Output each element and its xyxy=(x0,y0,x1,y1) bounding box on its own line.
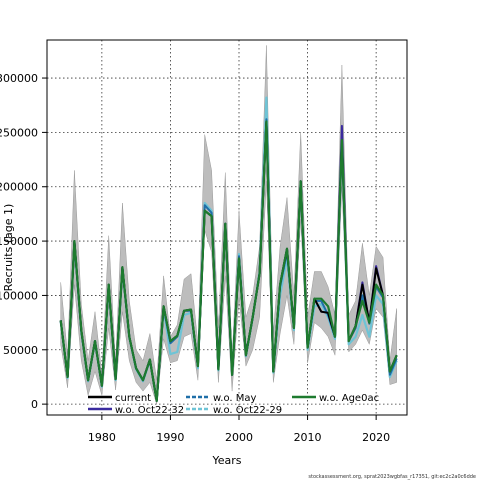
x-axis-title: Years xyxy=(211,454,241,467)
legend: current w.o. May w.o. Age0ac w.o. Oct22-32 w… xyxy=(88,393,379,416)
y-tick-label: 0 xyxy=(31,398,38,411)
x-tick-label: 1980 xyxy=(88,431,116,444)
y-axis-title: Recruits (age 1) xyxy=(2,204,15,292)
y-tick-label: 100000 xyxy=(0,289,38,302)
x-tick-label: 2010 xyxy=(294,431,322,444)
plot-frame xyxy=(46,39,408,416)
y-tick-label: 300000 xyxy=(0,72,38,85)
y-tick-label: 250000 xyxy=(0,126,38,139)
footer-source: stockassessment.org, sprat2023wgbfas_r17… xyxy=(308,474,476,480)
legend-label: w.o. May xyxy=(213,393,256,404)
series-line-w-o-age0ac xyxy=(59,120,398,402)
y-axis: 0 50000 100000 150000 200000 250000 300000 xyxy=(0,72,47,411)
y-tick-label: 200000 xyxy=(0,181,38,194)
legend-label: w.o. Oct22-32 xyxy=(115,405,184,416)
x-tick-label: 2000 xyxy=(225,431,253,444)
legend-label: w.o. Age0ac xyxy=(319,393,379,404)
legend-label: current xyxy=(115,393,151,404)
x-axis: 1980 1990 2000 2010 2020 xyxy=(88,415,390,444)
y-tick-label: 50000 xyxy=(3,344,38,357)
band-grey xyxy=(60,45,397,405)
confidence-band xyxy=(60,45,397,405)
x-tick-label: 2020 xyxy=(362,431,390,444)
y-tick-label: 150000 xyxy=(0,235,38,248)
legend-label: w.o. Oct22-29 xyxy=(213,405,282,416)
series-lines xyxy=(59,96,398,402)
x-tick-label: 1990 xyxy=(156,431,184,444)
